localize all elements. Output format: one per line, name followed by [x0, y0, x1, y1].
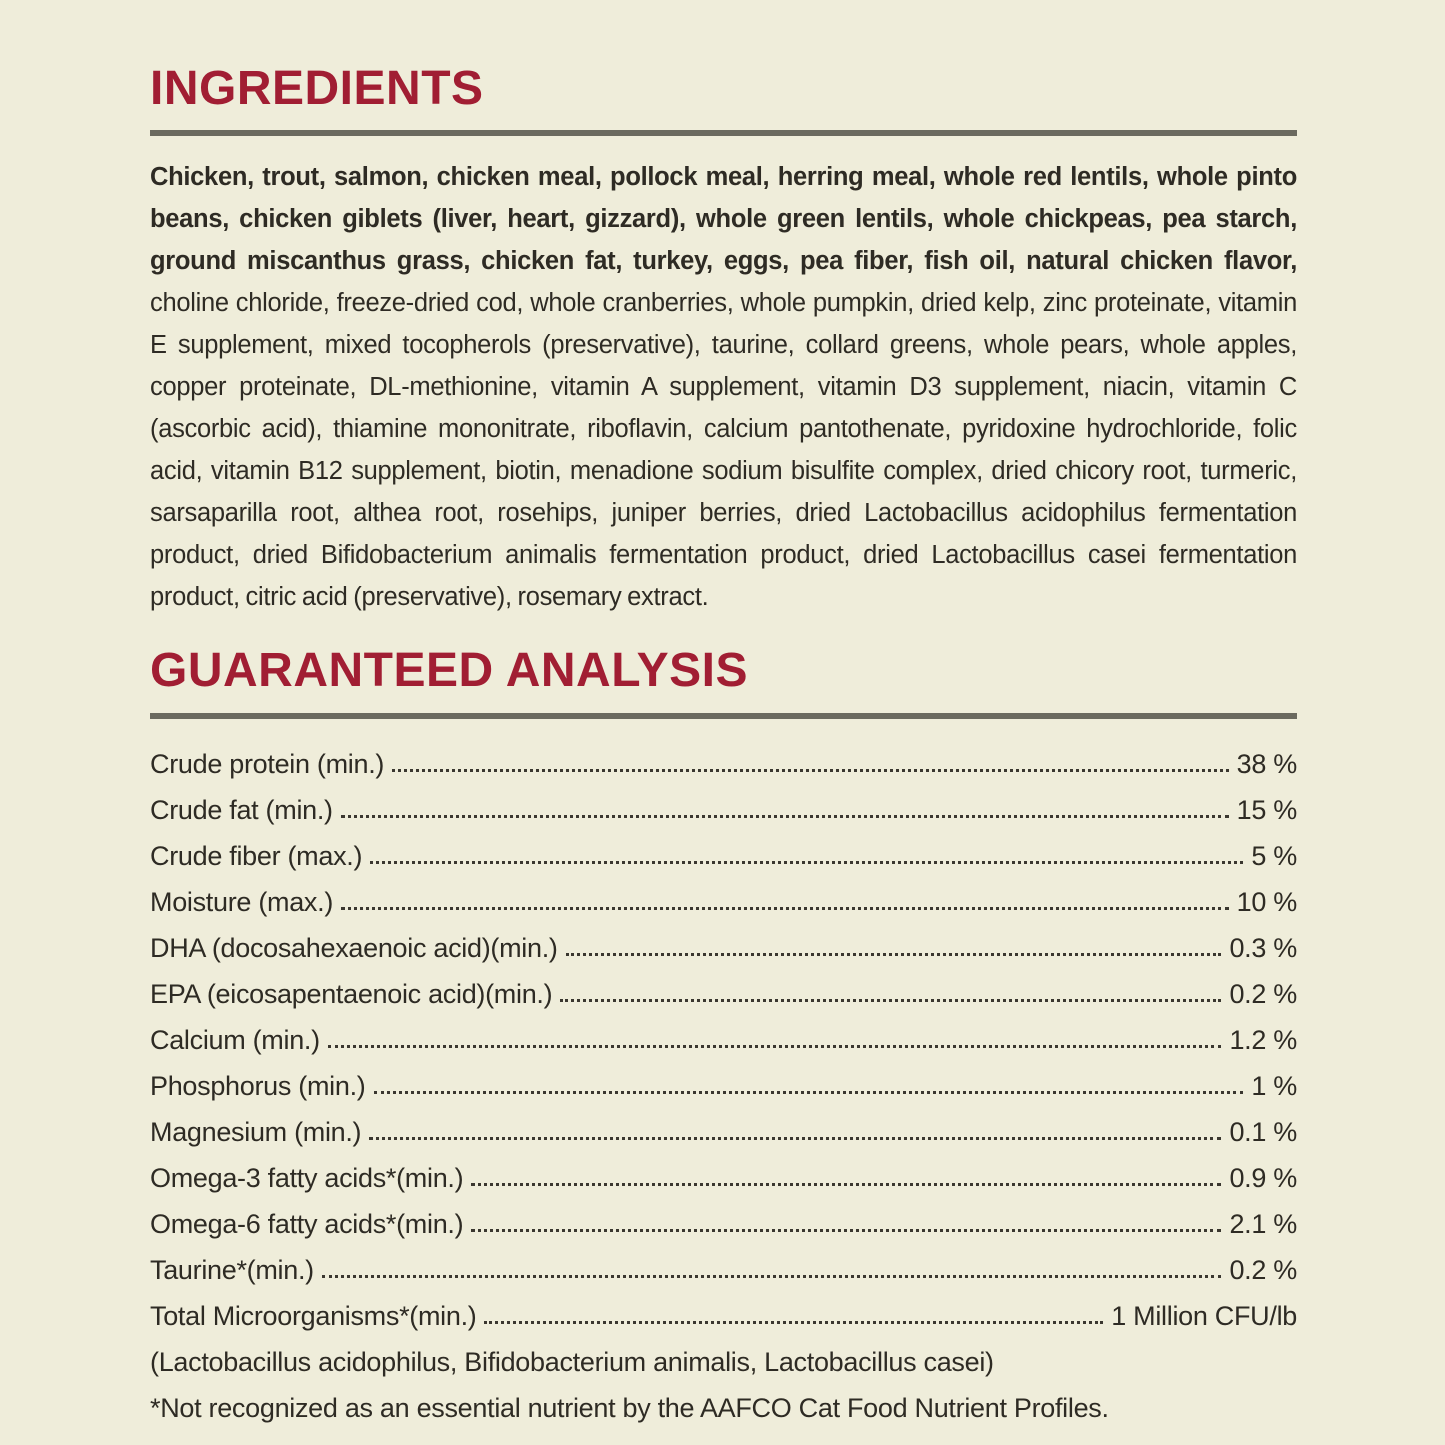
- analysis-label: Crude fiber (max.): [150, 841, 363, 872]
- analysis-value: 0.2 %: [1229, 1255, 1297, 1286]
- analysis-row-total-microorganisms: Total Microorganisms*(min.) 1 Million CF…: [150, 1291, 1297, 1337]
- ingredients-divider: [150, 130, 1297, 137]
- ingredients-section: INGREDIENTS Chicken, trout, salmon, chic…: [150, 62, 1297, 618]
- dot-leader: [369, 1136, 1222, 1140]
- analysis-row-crude-protein: Crude protein (min.) 38 %: [150, 739, 1297, 785]
- guaranteed-analysis-divider: [150, 712, 1297, 719]
- analysis-label: DHA (docosahexaenoic acid)(min.): [150, 933, 558, 964]
- ingredients-text-secondary: choline chloride, freeze-dried cod, whol…: [150, 289, 1297, 612]
- analysis-row-phosphorus: Phosphorus (min.) 1 %: [150, 1061, 1297, 1107]
- guaranteed-analysis-section: GUARANTEED ANALYSIS Crude protein (min.)…: [150, 644, 1297, 1429]
- dot-leader: [484, 1320, 1104, 1324]
- ingredients-text: Chicken, trout, salmon, chicken meal, po…: [150, 156, 1297, 618]
- analysis-row-crude-fiber: Crude fiber (max.) 5 %: [150, 831, 1297, 877]
- analysis-value: 2.1 %: [1229, 1209, 1297, 1240]
- analysis-value: 38 %: [1236, 749, 1298, 780]
- analysis-label: Magnesium (min.): [150, 1117, 362, 1148]
- analysis-row-crude-fat: Crude fat (min.) 15 %: [150, 785, 1297, 831]
- dot-leader: [327, 1044, 1222, 1048]
- analysis-label: Omega-6 fatty acids*(min.): [150, 1209, 464, 1240]
- dot-leader: [560, 998, 1222, 1002]
- analysis-row-omega3: Omega-3 fatty acids*(min.) 0.9 %: [150, 1153, 1297, 1199]
- analysis-value: 0.2 %: [1229, 979, 1297, 1010]
- dot-leader: [341, 906, 1229, 910]
- analysis-value: 0.9 %: [1229, 1163, 1297, 1194]
- analysis-value: 10 %: [1236, 887, 1298, 918]
- aafco-footnote-text: *Not recognized as an essential nutrient…: [150, 1393, 1109, 1424]
- analysis-value: 1 Million CFU/lb: [1111, 1301, 1297, 1332]
- guaranteed-analysis-table: Crude protein (min.) 38 % Crude fat (min…: [150, 739, 1297, 1429]
- dot-leader: [392, 768, 1229, 772]
- analysis-value: 0.3 %: [1229, 933, 1297, 964]
- analysis-label: Omega-3 fatty acids*(min.): [150, 1163, 464, 1194]
- analysis-value: 5 %: [1251, 841, 1297, 872]
- dot-leader: [471, 1182, 1222, 1186]
- analysis-label: Calcium (min.): [150, 1025, 320, 1056]
- dot-leader: [340, 814, 1229, 818]
- microorganisms-detail: (Lactobacillus acidophilus, Bifidobacter…: [150, 1337, 1297, 1383]
- analysis-row-calcium: Calcium (min.) 1.2 %: [150, 1015, 1297, 1061]
- analysis-value: 1 %: [1251, 1071, 1297, 1102]
- microorganisms-detail-text: (Lactobacillus acidophilus, Bifidobacter…: [150, 1347, 994, 1378]
- analysis-value: 15 %: [1236, 795, 1298, 826]
- dot-leader: [321, 1274, 1222, 1278]
- analysis-row-taurine: Taurine*(min.) 0.2 %: [150, 1245, 1297, 1291]
- guaranteed-analysis-title: GUARANTEED ANALYSIS: [150, 644, 749, 698]
- dot-leader: [370, 860, 1244, 864]
- analysis-row-magnesium: Magnesium (min.) 0.1 %: [150, 1107, 1297, 1153]
- analysis-label: Total Microorganisms*(min.): [150, 1301, 477, 1332]
- analysis-row-moisture: Moisture (max.) 10 %: [150, 877, 1297, 923]
- ingredients-text-primary: Chicken, trout, salmon, chicken meal, po…: [150, 163, 1297, 276]
- analysis-label: Crude fat (min.): [150, 795, 333, 826]
- dot-leader: [565, 952, 1222, 956]
- analysis-value: 1.2 %: [1229, 1025, 1297, 1056]
- aafco-footnote: *Not recognized as an essential nutrient…: [150, 1383, 1297, 1429]
- dot-leader: [373, 1090, 1244, 1094]
- analysis-label: Taurine*(min.): [150, 1255, 314, 1286]
- analysis-label: Crude protein (min.): [150, 749, 385, 780]
- analysis-label: Moisture (max.): [150, 887, 334, 918]
- analysis-row-epa: EPA (eicosapentaenoic acid)(min.) 0.2 %: [150, 969, 1297, 1015]
- analysis-label: Phosphorus (min.): [150, 1071, 366, 1102]
- ingredients-title: INGREDIENTS: [150, 62, 484, 115]
- analysis-label: EPA (eicosapentaenoic acid)(min.): [150, 979, 553, 1010]
- analysis-value: 0.1 %: [1229, 1117, 1297, 1148]
- dot-leader: [471, 1228, 1222, 1232]
- analysis-row-dha: DHA (docosahexaenoic acid)(min.) 0.3 %: [150, 923, 1297, 969]
- analysis-row-omega6: Omega-6 fatty acids*(min.) 2.1 %: [150, 1199, 1297, 1245]
